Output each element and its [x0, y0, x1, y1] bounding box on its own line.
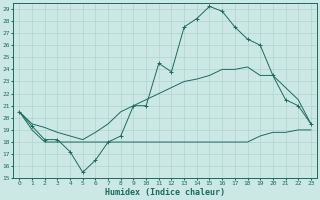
X-axis label: Humidex (Indice chaleur): Humidex (Indice chaleur)	[105, 188, 225, 197]
